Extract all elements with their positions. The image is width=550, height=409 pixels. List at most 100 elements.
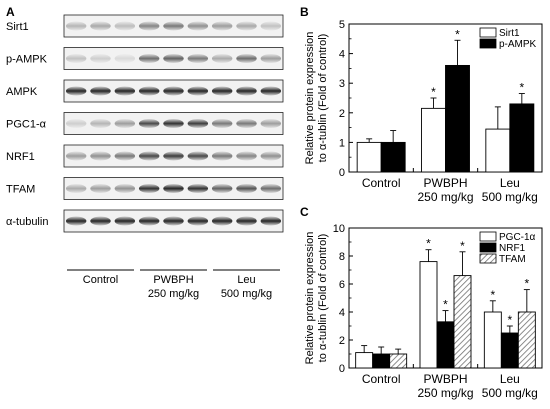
y-tick-label: 4 bbox=[339, 307, 345, 319]
blot-band bbox=[114, 21, 136, 31]
bar bbox=[372, 353, 391, 369]
blot-band bbox=[187, 54, 209, 63]
blot-band bbox=[138, 54, 160, 63]
blot-band bbox=[138, 151, 160, 161]
x-category-dose: 250 mg/kg bbox=[417, 190, 473, 204]
blot-band bbox=[90, 216, 111, 226]
bar bbox=[509, 103, 535, 173]
legend-label: PGC-1α bbox=[499, 232, 536, 243]
significance-star: * bbox=[431, 85, 436, 99]
blot-band bbox=[65, 119, 87, 128]
blot-band bbox=[163, 21, 184, 31]
blot-band bbox=[114, 54, 136, 63]
y-tick-label: 0 bbox=[339, 363, 345, 375]
blot-band bbox=[163, 216, 184, 226]
blot-band bbox=[187, 119, 209, 128]
blot-band bbox=[211, 184, 233, 193]
significance-star: * bbox=[507, 313, 512, 327]
x-category-label: Control bbox=[362, 176, 401, 190]
panel-label-c: C bbox=[300, 205, 309, 219]
blot-band bbox=[211, 86, 233, 96]
y-tick-label: 10 bbox=[333, 223, 345, 235]
blot-group-dose: 500 mg/kg bbox=[221, 288, 272, 300]
x-category-label: PWBPH bbox=[423, 372, 467, 386]
blot-band bbox=[65, 216, 87, 226]
x-category-dose: 500 mg/kg bbox=[482, 190, 538, 204]
blot-band bbox=[163, 86, 184, 96]
bar bbox=[419, 261, 438, 369]
blot-band bbox=[90, 119, 111, 128]
blot-band bbox=[90, 86, 111, 96]
bar bbox=[485, 128, 511, 173]
y-axis-label: Relative protein expression bbox=[304, 232, 316, 365]
blot-band bbox=[65, 54, 87, 63]
blot-band bbox=[65, 21, 87, 31]
bar bbox=[355, 352, 374, 369]
blot-band bbox=[138, 119, 160, 128]
chart-c: 0 2 4 6 8 10 Relative protein expression to α-t… bbox=[304, 223, 543, 400]
blot-band bbox=[236, 184, 257, 193]
y-axis-label: Relative protein expression bbox=[304, 32, 316, 165]
blot-band bbox=[211, 151, 233, 161]
x-category-dose: 500 mg/kg bbox=[482, 386, 538, 400]
blot-band bbox=[138, 86, 160, 96]
blot-band bbox=[65, 184, 87, 193]
blot-band bbox=[260, 151, 282, 161]
blot-group-label: Leu bbox=[237, 274, 255, 286]
blot-protein-label: TFAM bbox=[6, 184, 35, 196]
blot-band bbox=[260, 21, 282, 31]
significance-star: * bbox=[490, 288, 495, 302]
blot-band bbox=[236, 54, 257, 63]
bar bbox=[436, 321, 455, 369]
blot-protein-label: α-tubulin bbox=[6, 216, 48, 228]
blot-band bbox=[114, 119, 136, 128]
bar bbox=[380, 141, 406, 173]
blot-band bbox=[163, 54, 184, 63]
blot-band bbox=[260, 86, 282, 96]
blot-band bbox=[236, 151, 257, 161]
significance-star: * bbox=[460, 239, 465, 253]
legend-swatch bbox=[479, 253, 497, 264]
legend-swatch bbox=[479, 38, 497, 49]
blot-band bbox=[138, 216, 160, 226]
significance-star: * bbox=[426, 237, 431, 251]
blot-band bbox=[90, 54, 111, 63]
legend-label: p-AMPK bbox=[499, 39, 537, 50]
blot-band bbox=[65, 86, 87, 96]
legend-label: NRF1 bbox=[499, 243, 526, 254]
blot-protein-label: NRF1 bbox=[6, 151, 35, 163]
bar bbox=[517, 311, 536, 369]
x-category-label: Control bbox=[362, 372, 401, 386]
blot-band bbox=[163, 119, 184, 128]
blot-band bbox=[236, 86, 257, 96]
blot-band bbox=[260, 54, 282, 63]
bar bbox=[453, 275, 472, 369]
significance-star: * bbox=[519, 81, 524, 95]
blot-protein-label: Sirt1 bbox=[6, 21, 29, 33]
y-tick-label: 6 bbox=[339, 279, 345, 291]
blot-band bbox=[236, 21, 257, 31]
blot-group-label: PWBPH bbox=[153, 274, 193, 286]
legend-swatch bbox=[479, 242, 497, 253]
blot-band bbox=[211, 119, 233, 128]
blot-band bbox=[211, 54, 233, 63]
blot-band bbox=[65, 151, 87, 161]
blot-group-label: Control bbox=[83, 274, 118, 286]
blot-band bbox=[187, 21, 209, 31]
y-tick-label: 4 bbox=[339, 49, 345, 61]
blot-band bbox=[236, 216, 257, 226]
y-tick-label: 2 bbox=[339, 335, 345, 347]
blot-band bbox=[187, 184, 209, 193]
blot-band bbox=[187, 151, 209, 161]
y-axis-label: to α-tublin (Fold of control) bbox=[317, 34, 329, 163]
significance-star: * bbox=[443, 298, 448, 312]
y-tick-label: 8 bbox=[339, 251, 345, 263]
legend-label: TFAM bbox=[499, 254, 526, 265]
y-tick-label: 0 bbox=[339, 167, 345, 179]
blot-protein-label: p-AMPK bbox=[6, 54, 48, 66]
panel-label-a: A bbox=[6, 5, 15, 19]
x-category-label: Leu bbox=[500, 372, 520, 386]
bar bbox=[421, 107, 446, 173]
blot-band bbox=[138, 184, 160, 193]
bar bbox=[500, 332, 519, 369]
